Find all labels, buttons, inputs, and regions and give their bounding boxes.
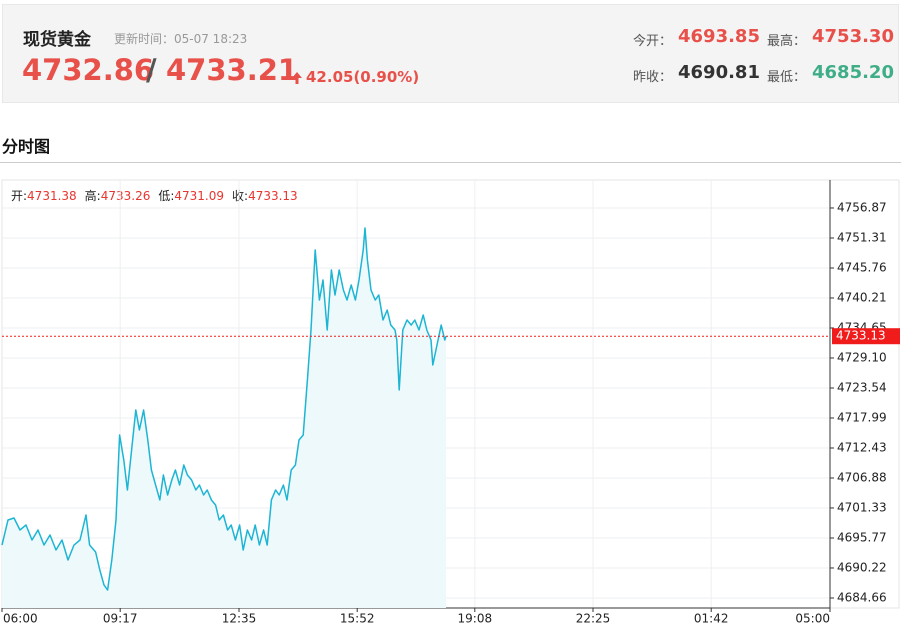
ohlc-value: 4731.38 (27, 189, 77, 203)
x-tick-label: 22:25 (576, 612, 611, 626)
ohlc-value: 4731.09 (174, 189, 224, 203)
ask-price: 4733.21 (166, 53, 299, 87)
stat-value: 4690.81 (678, 62, 760, 83)
x-tick-label: 19:08 (458, 612, 493, 626)
ohlc-value: 4733.26 (101, 189, 151, 203)
y-tick-label: 4723.54 (837, 381, 887, 395)
stat-label: 最高： (767, 34, 807, 49)
x-tick-label: 12:35 (222, 612, 257, 626)
stat-value: 4753.30 (812, 26, 894, 47)
stat-value: 4685.20 (812, 62, 894, 83)
y-tick-label: 4701.33 (837, 500, 887, 514)
separator: / (146, 53, 157, 87)
y-tick-label: 4712.43 (837, 441, 887, 455)
area-fill (2, 228, 446, 608)
update-time: 更新时间：05-07 18:23 (114, 32, 248, 46)
y-tick-label: 4690.22 (837, 560, 887, 574)
last-price-box (832, 328, 900, 345)
change: 42.05(0.90%) (306, 68, 420, 86)
bid-price: 4732.86 (22, 53, 155, 87)
ohlc-label: 高: (85, 188, 101, 203)
ohlc-value: 4733.13 (248, 189, 298, 203)
y-tick-label: 4695.77 (837, 530, 887, 544)
stat-label: 今开： (633, 34, 673, 49)
ohlc-readout: 开:4731.38 高:4733.26 低:4731.09 收:4733.13 (11, 188, 298, 203)
y-tick-label: 4740.21 (837, 290, 887, 304)
last-price-label: 4733.13 (836, 329, 886, 343)
divider (0, 162, 901, 163)
ohlc-label: 低: (158, 189, 174, 203)
section-title: 分时图 (2, 137, 51, 156)
stat-label: 昨收： (633, 70, 673, 85)
x-tick-label: 01:42 (694, 612, 729, 626)
stat-label: 最低： (767, 70, 807, 85)
ohlc-label: 收: (232, 189, 248, 203)
y-tick-label: 4729.10 (837, 350, 887, 364)
quote-header: 现货黄金 更新时间：05-07 18:23 4732.86 / 4733.21 … (2, 4, 899, 103)
title: 现货黄金 (23, 30, 91, 50)
y-tick-label: 4745.76 (837, 260, 887, 274)
price-line (1, 227, 447, 591)
up-arrow (292, 72, 302, 84)
y-tick-label: 4717.99 (837, 410, 887, 424)
y-tick-label: 4684.66 (837, 591, 887, 605)
stat-value: 4693.85 (678, 26, 760, 47)
x-tick-label: 05:00 (795, 612, 830, 626)
x-tick-label: 09:17 (103, 612, 138, 626)
y-tick-label: 4751.31 (837, 231, 887, 245)
x-tick-label: 15:52 (340, 612, 375, 626)
y-tick-label: 4706.88 (837, 470, 887, 484)
chart: 开:4731.38 高:4733.26 低:4731.09 收:4733.13 475… (1, 179, 900, 626)
x-tick-label: 06:00 (3, 612, 38, 626)
y-tick-label: 4756.87 (837, 200, 887, 214)
ohlc-label: 开: (11, 189, 27, 203)
